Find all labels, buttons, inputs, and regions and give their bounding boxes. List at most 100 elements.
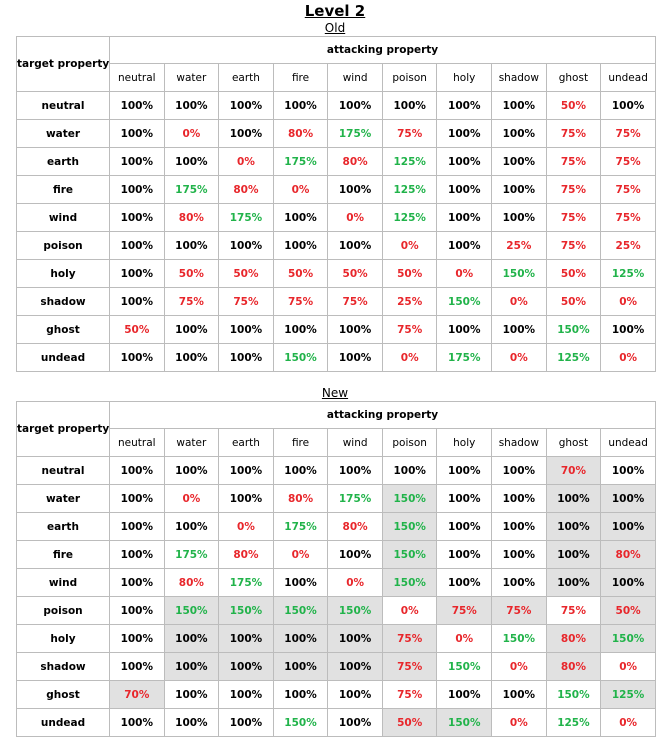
row-header-poison: poison: [16, 231, 110, 260]
cell-undead-water: 100%: [163, 343, 220, 372]
row-header-earth: earth: [16, 147, 110, 176]
cell-earth-ghost: 75%: [545, 147, 602, 176]
column-header-shadow: shadow: [491, 428, 547, 457]
column-header-earth: earth: [218, 428, 274, 457]
cell-poison-holy: 75%: [436, 596, 493, 625]
cell-wind-poison: 150%: [381, 568, 438, 597]
cell-shadow-earth: 100%: [218, 652, 274, 681]
cell-holy-poison: 75%: [381, 624, 438, 653]
table-row-undead: undead 100% 100% 100% 150% 100% 50% 150% 0% 125% 0…: [16, 708, 656, 737]
cell-undead-ghost: 125%: [545, 708, 602, 737]
cell-ghost-shadow: 100%: [491, 315, 547, 344]
cell-water-wind: 175%: [327, 119, 383, 148]
cell-holy-fire: 50%: [272, 259, 329, 288]
table-row-neutral: neutral 100% 100% 100% 100% 100% 100% 100% 100% 5…: [16, 91, 656, 120]
group-header: attacking property: [109, 401, 656, 429]
cell-shadow-fire: 100%: [272, 652, 329, 681]
cell-ghost-neutral: 50%: [109, 315, 165, 344]
cell-holy-poison: 50%: [381, 259, 438, 288]
cell-shadow-poison: 75%: [381, 652, 438, 681]
cell-shadow-earth: 75%: [218, 287, 274, 316]
cell-earth-fire: 175%: [272, 147, 329, 176]
cell-holy-neutral: 100%: [109, 624, 165, 653]
cell-undead-holy: 150%: [436, 708, 493, 737]
cell-wind-neutral: 100%: [109, 568, 165, 597]
cell-poison-undead: 50%: [600, 596, 656, 625]
cell-undead-fire: 150%: [272, 708, 329, 737]
cell-neutral-wind: 100%: [327, 91, 383, 120]
table-row-neutral: neutral 100% 100% 100% 100% 100% 100% 100% 100% 7…: [16, 456, 656, 485]
cell-poison-wind: 100%: [327, 231, 383, 260]
row-header-ghost: ghost: [16, 315, 110, 344]
cell-earth-neutral: 100%: [109, 147, 165, 176]
cell-water-neutral: 100%: [109, 119, 165, 148]
cell-ghost-water: 100%: [163, 680, 220, 709]
table-row-shadow: shadow 100% 75% 75% 75% 75% 25% 150% 0% 50% 0%: [16, 287, 656, 316]
cell-neutral-shadow: 100%: [491, 91, 547, 120]
cell-poison-water: 100%: [163, 231, 220, 260]
cell-undead-holy: 175%: [436, 343, 493, 372]
column-header-water: water: [163, 428, 220, 457]
cell-poison-earth: 150%: [218, 596, 274, 625]
row-header-holy: holy: [16, 259, 110, 288]
row-header-undead: undead: [16, 343, 110, 372]
row-header-holy: holy: [16, 624, 110, 653]
cell-water-undead: 100%: [600, 484, 656, 513]
cell-earth-undead: 100%: [600, 512, 656, 541]
cell-neutral-water: 100%: [163, 91, 220, 120]
row-header-undead: undead: [16, 708, 110, 737]
cell-neutral-earth: 100%: [218, 91, 274, 120]
column-header-poison: poison: [381, 428, 438, 457]
cell-poison-neutral: 100%: [109, 231, 165, 260]
table-label-old: Old: [324, 21, 346, 35]
cell-poison-wind: 150%: [327, 596, 383, 625]
cell-poison-poison: 0%: [381, 231, 438, 260]
table-row-holy: holy 100% 50% 50% 50% 50% 50% 0% 150% 50% 125%: [16, 259, 656, 288]
column-header-undead: undead: [600, 428, 656, 457]
cell-holy-holy: 0%: [436, 624, 493, 653]
cell-earth-shadow: 100%: [491, 147, 547, 176]
cell-holy-undead: 150%: [600, 624, 656, 653]
cell-earth-water: 100%: [163, 147, 220, 176]
cell-fire-wind: 100%: [327, 175, 383, 204]
table-row-wind: wind 100% 80% 175% 100% 0% 125% 100% 100% 75% 75%: [16, 203, 656, 232]
row-header-earth: earth: [16, 512, 110, 541]
cell-water-water: 0%: [163, 119, 220, 148]
cell-neutral-fire: 100%: [272, 456, 329, 485]
column-header-holy: holy: [436, 63, 493, 92]
table-label-new: New: [321, 386, 349, 400]
cell-ghost-earth: 100%: [218, 315, 274, 344]
cell-neutral-neutral: 100%: [109, 91, 165, 120]
cell-fire-wind: 100%: [327, 540, 383, 569]
cell-shadow-poison: 25%: [381, 287, 438, 316]
cell-ghost-undead: 125%: [600, 680, 656, 709]
table-row-water: water 100% 0% 100% 80% 175% 75% 100% 100% 75% 75%: [16, 119, 656, 148]
cell-poison-fire: 100%: [272, 231, 329, 260]
cell-ghost-neutral: 70%: [109, 680, 165, 709]
cell-poison-shadow: 75%: [491, 596, 547, 625]
cell-poison-ghost: 75%: [545, 596, 602, 625]
cell-shadow-ghost: 50%: [545, 287, 602, 316]
cell-neutral-undead: 100%: [600, 456, 656, 485]
cell-undead-earth: 100%: [218, 708, 274, 737]
cell-holy-wind: 50%: [327, 259, 383, 288]
cell-fire-neutral: 100%: [109, 540, 165, 569]
cell-earth-undead: 75%: [600, 147, 656, 176]
cell-neutral-wind: 100%: [327, 456, 383, 485]
cell-undead-neutral: 100%: [109, 343, 165, 372]
element-table-old: target property attacking property neutr…: [16, 36, 656, 372]
cell-wind-earth: 175%: [218, 203, 274, 232]
cell-neutral-fire: 100%: [272, 91, 329, 120]
cell-undead-shadow: 0%: [491, 708, 547, 737]
cell-earth-neutral: 100%: [109, 512, 165, 541]
cell-wind-wind: 0%: [327, 568, 383, 597]
cell-holy-earth: 100%: [218, 624, 274, 653]
cell-shadow-wind: 100%: [327, 652, 383, 681]
cell-neutral-holy: 100%: [436, 91, 493, 120]
row-header-ghost: ghost: [16, 680, 110, 709]
cell-ghost-water: 100%: [163, 315, 220, 344]
corner-header: target property: [16, 401, 110, 457]
cell-ghost-ghost: 150%: [545, 315, 602, 344]
cell-water-poison: 75%: [381, 119, 438, 148]
